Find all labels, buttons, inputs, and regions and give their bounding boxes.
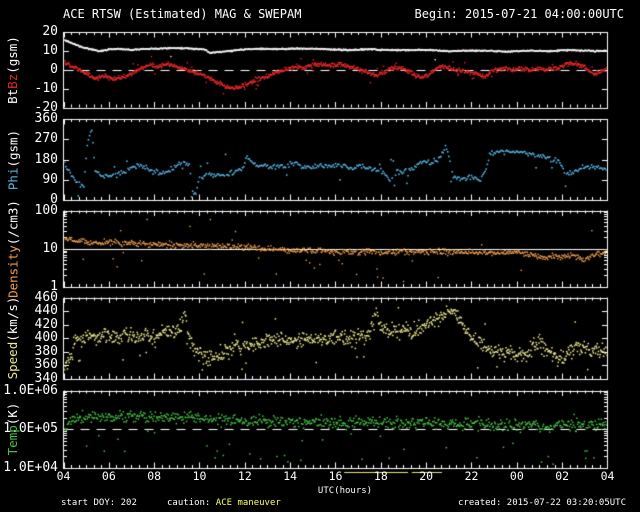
y-axis-title-part: Bt: [5, 88, 20, 104]
y-axis-title-part: Speed: [5, 342, 20, 380]
y-tick-label: 1.0E+06: [3, 382, 58, 398]
y-tick-label: 1.0E+05: [3, 421, 58, 437]
begin-timestamp: Begin: 2015-07-21 04:00:00UTC: [414, 7, 624, 21]
x-tick-label: 12: [237, 469, 252, 483]
y-tick-label: 20: [42, 24, 58, 39]
footer-created-timestamp: created: 2015-07-22 03:20:05UTC: [458, 498, 626, 508]
x-axis-title: UTC(hours): [317, 486, 373, 496]
footer-caution-value: ACE maneuver: [215, 498, 281, 508]
y-axis-title-phi: Phi (gsm): [5, 119, 21, 200]
y-tick-label: 380: [34, 343, 58, 359]
y-axis-title-part: Phi: [5, 167, 20, 190]
x-tick-label: 16: [328, 469, 343, 483]
y-tick-label: 1: [50, 279, 58, 294]
y-tick-label: 420: [34, 316, 58, 332]
footer-caution: caution: ACE maneuver: [167, 498, 281, 508]
y-tick-label: 360: [34, 357, 58, 373]
y-axis-title-part: Temp: [5, 425, 20, 456]
y-tick-label: 100: [34, 202, 58, 218]
y-axis-title-part: Bz: [5, 73, 20, 89]
y-tick-label: 440: [34, 303, 58, 319]
footer-caution-label: caution:: [167, 498, 211, 508]
x-tick-label: 06: [101, 469, 116, 483]
x-tick-label: 22: [464, 469, 479, 483]
y-axis-title-speed: Speed (km/s): [5, 296, 21, 380]
y-tick-label: 360: [34, 111, 58, 126]
x-tick-label: 02: [555, 469, 570, 483]
x-tick-label: 20: [419, 469, 434, 483]
y-axis-title-part: (gsm): [5, 129, 20, 168]
y-axis-title-mag: Bt Bz (gsm): [5, 32, 21, 108]
y-axis-title-part: (gsm): [5, 35, 20, 74]
y-tick-label: 180: [34, 151, 58, 167]
y-tick-label: 460: [34, 289, 58, 305]
x-tick-label: 10: [192, 469, 207, 483]
x-tick-label: 04: [56, 469, 71, 483]
x-tick-label: 00: [509, 469, 524, 483]
y-tick-label: 0: [50, 192, 58, 207]
y-axis-title-part: (/cm3): [5, 199, 20, 245]
plot-title: ACE RTSW (Estimated) MAG & SWEPAM: [63, 7, 302, 21]
y-axis-title-temp: Temp (K): [5, 391, 21, 469]
y-tick-label: -10: [34, 80, 58, 96]
y-tick-label: 10: [42, 42, 58, 58]
x-tick-label: 14: [283, 469, 298, 483]
y-axis-title-density: Density (/cm3): [5, 200, 21, 298]
y-tick-label: 1.0E+04: [3, 460, 58, 475]
x-tick-label: 18: [373, 469, 388, 483]
y-tick-label: 90: [42, 171, 58, 187]
y-tick-label: 270: [34, 131, 58, 147]
x-tick-label: 04: [600, 469, 615, 483]
y-axis-title-part: (K): [5, 402, 20, 426]
y-tick-label: 340: [34, 371, 58, 386]
x-tick-label: 08: [147, 469, 162, 483]
y-tick-label: -20: [34, 99, 58, 115]
y-axis-title-part: (km/s): [5, 296, 20, 342]
y-tick-label: 400: [34, 330, 58, 346]
y-tick-label: 10: [42, 240, 58, 256]
footer-start-doy: start DOY: 202: [61, 498, 137, 508]
y-tick-label: 0: [50, 61, 58, 77]
